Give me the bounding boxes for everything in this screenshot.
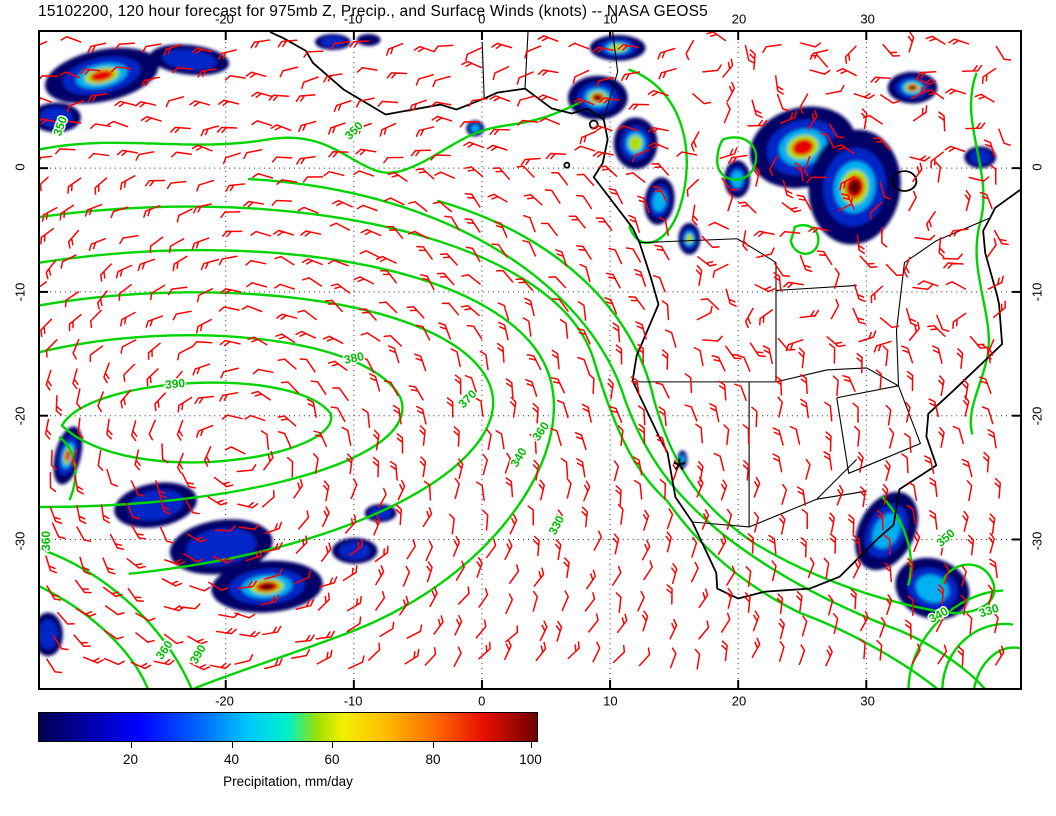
axis-tick-label: -20 — [215, 693, 234, 709]
axis-tick-label: -30 — [12, 531, 28, 550]
colorbar-gradient — [38, 712, 538, 742]
axis-tick-label: 20 — [731, 11, 747, 27]
precip-cell — [964, 146, 997, 169]
colorbar-tickmark — [130, 742, 132, 748]
contour-se-curl-1 — [907, 589, 1004, 688]
contour-west-coast-bit — [58, 436, 77, 501]
precip-cell — [40, 612, 63, 657]
contour-value-label: 350 — [342, 118, 366, 142]
country-borders — [481, 32, 991, 528]
map-plot: 350 350 390 380 370 360 340 330 360 360 390 350 340 3… — [38, 30, 1022, 690]
contour-value-label: 360 — [40, 531, 53, 551]
contour-sw-exit-1 — [40, 547, 193, 688]
contour-se-curl-2 — [941, 622, 1014, 688]
contour-380 — [40, 333, 404, 509]
sao-tome-island — [563, 161, 571, 169]
wind-barb-layer — [40, 32, 1012, 674]
axis-tick-label: -20 — [12, 406, 28, 426]
precip-cell — [211, 560, 323, 613]
precip-cell — [149, 44, 230, 76]
grid-layer — [40, 32, 1020, 688]
axis-tick-label: 10 — [603, 693, 618, 709]
precip-cell — [678, 222, 701, 255]
precip-cell — [314, 33, 351, 50]
axis-tick-label: -10 — [343, 11, 363, 27]
contour-value-label: 390 — [165, 376, 186, 392]
axis-tick-label: -10 — [1029, 282, 1045, 301]
axis-tick-label: -10 — [343, 693, 363, 709]
axis-tick-label: -20 — [215, 11, 234, 27]
colorbar-tick-label: 80 — [425, 752, 441, 767]
precip-cell — [44, 47, 159, 104]
precip-cell — [644, 177, 675, 225]
lake-victoria — [891, 170, 918, 192]
precip-cell — [567, 75, 628, 120]
precip-cell — [808, 129, 901, 245]
precip-cell — [613, 117, 658, 170]
axis-tick-label: 10 — [603, 11, 618, 27]
contour-value-label: 330 — [545, 513, 567, 537]
contour-390 — [60, 381, 333, 464]
colorbar-tick-label: 100 — [519, 752, 542, 767]
height-contour-layer — [40, 68, 1020, 688]
colorbar-tickmark — [433, 742, 434, 748]
colorbar-tickmark — [231, 742, 233, 748]
contour-350 — [40, 205, 938, 688]
contour-360 — [40, 248, 556, 688]
colorbar-tickmark — [332, 742, 333, 748]
colorbar-tickmark — [530, 742, 532, 748]
contour-350-equator — [40, 100, 583, 174]
figure-title: 15102200, 120 hour forecast for 975mb Z,… — [38, 3, 708, 20]
axis-tick-label: -10 — [12, 282, 28, 301]
colorbar: 20 40 60 80 100 Precipitation, mm/day — [38, 712, 542, 812]
contour-330 — [437, 199, 996, 615]
axis-tick-label: 30 — [860, 693, 875, 709]
contour-east-wavy — [969, 72, 991, 435]
colorbar-tick-label: 20 — [122, 752, 139, 767]
location-marker: * — [673, 451, 686, 489]
contour-se-curl-3 — [972, 646, 1020, 688]
axis-tick-label: 30 — [860, 11, 875, 27]
contour-340 — [247, 177, 986, 688]
axis-tick-label: 0 — [1029, 163, 1045, 171]
contour-value-label: 340 — [508, 445, 530, 470]
contour-value-label: 380 — [343, 349, 366, 367]
contour-small-loop-2 — [789, 224, 820, 255]
colorbar-tick-label: 60 — [324, 752, 340, 767]
colorbar-label: Precipitation, mm/day — [223, 774, 353, 789]
precip-cell — [356, 33, 381, 46]
contour-small-loop-1 — [716, 136, 758, 181]
axis-tick-label: 0 — [12, 163, 28, 171]
contour-se-coast-bit — [881, 495, 913, 586]
axis-tick-label: -30 — [1029, 531, 1045, 550]
precip-cell — [53, 426, 83, 485]
axis-tick-label: 20 — [731, 693, 747, 709]
axis-tick-label: 0 — [478, 11, 486, 27]
axis-tick-label: 0 — [478, 693, 486, 709]
colorbar-tick-label: 40 — [223, 752, 240, 767]
axis-tick-label: -20 — [1029, 406, 1045, 426]
